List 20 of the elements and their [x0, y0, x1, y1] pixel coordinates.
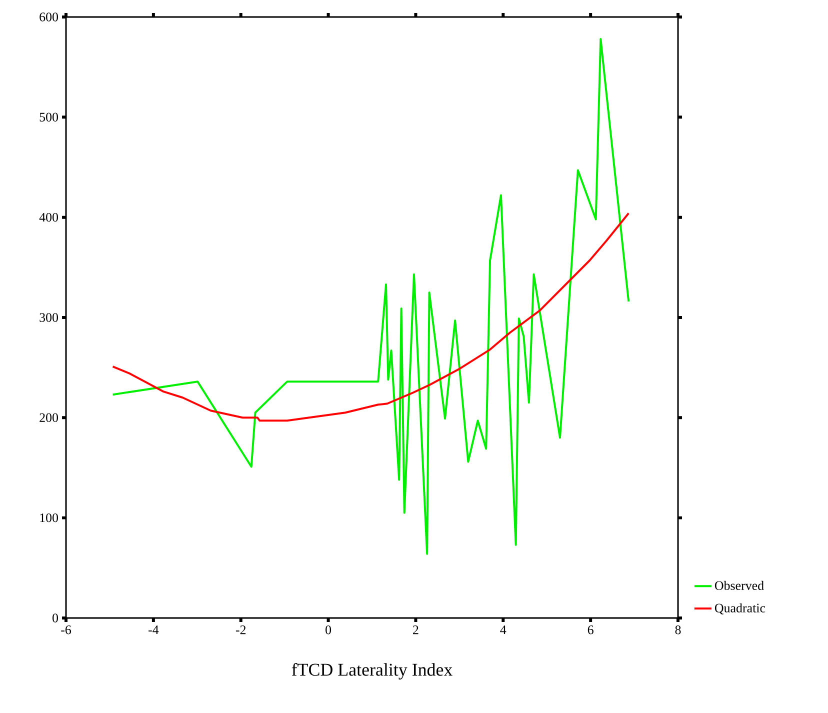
line-series	[112, 38, 630, 555]
y-tick-label: 400	[39, 212, 58, 222]
x-tick-label: -4	[148, 625, 159, 634]
legend-label: Quadratic	[714, 603, 766, 614]
x-tick-label: 0	[326, 625, 332, 634]
y-tick-label: 300	[40, 313, 58, 322]
x-axis-title: fTCD Laterality Index	[292, 662, 452, 680]
x-tick-label: -2	[236, 625, 246, 634]
y-tick-label: 500	[40, 112, 58, 122]
x-tick-label: -6	[61, 625, 72, 634]
y-tick-label: 200	[40, 413, 58, 422]
legend-label: Observed	[714, 580, 764, 590]
x-tick-label: 2	[413, 625, 418, 634]
line-series	[112, 212, 630, 422]
y-tick-label: 100	[40, 513, 58, 522]
x-tick-label: 4	[500, 625, 506, 634]
x-tick-label: 6	[588, 625, 594, 634]
y-tick-label: 600	[40, 12, 58, 22]
x-tick-label: 8	[675, 625, 681, 634]
y-tick-label: 0	[52, 614, 58, 622]
